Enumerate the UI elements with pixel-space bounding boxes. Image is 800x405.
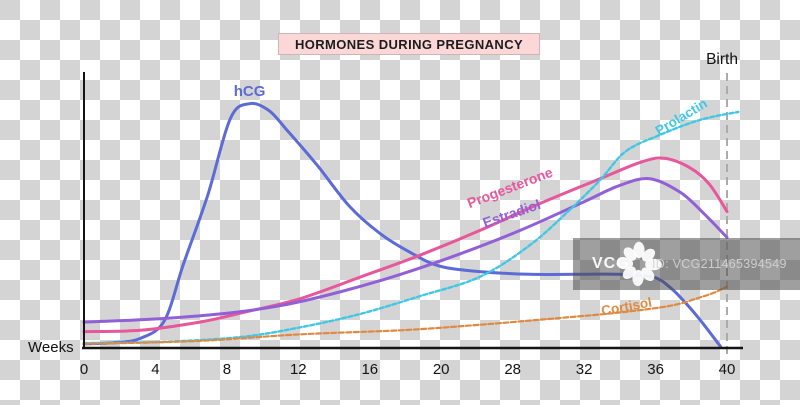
x-tick-label: 8 — [223, 361, 231, 378]
series-curve-prolactin — [82, 110, 740, 345]
x-tick-label: 28 — [504, 361, 521, 378]
x-tick-label: 32 — [576, 361, 593, 378]
x-tick-label: 16 — [361, 361, 378, 378]
chart-title: HORMONES DURING PREGNANCY — [294, 36, 524, 52]
x-tick-label: 12 — [290, 361, 307, 378]
chart-title-box: HORMONES DURING PREGNANCY — [278, 33, 540, 55]
series-curve-cortisol — [82, 285, 729, 345]
x-tick-label: 4 — [151, 361, 159, 378]
series-label-prolactin: Prolactin — [653, 96, 710, 139]
birth-annotation-label: Birth — [706, 51, 738, 68]
x-tick-label: 40 — [719, 361, 736, 378]
series-label-hcg: hCG — [234, 83, 266, 100]
vcg-flower-logo-icon — [616, 241, 662, 287]
watermark-band: VCG ID: VCG211465394549 — [573, 238, 800, 290]
x-tick-label: 20 — [433, 361, 450, 378]
x-axis-label: Weeks — [28, 339, 74, 356]
series-label-cortisol: Cortisol — [600, 295, 653, 319]
x-tick-label: 0 — [80, 361, 88, 378]
watermark-id-text: ID: VCG211465394549 — [652, 257, 787, 271]
series-curve-estradiol — [82, 177, 729, 324]
x-tick-label: 36 — [647, 361, 664, 378]
series-curve-progesterone — [82, 156, 729, 334]
